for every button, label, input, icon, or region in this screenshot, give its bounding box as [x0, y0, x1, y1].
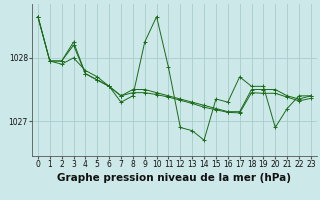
X-axis label: Graphe pression niveau de la mer (hPa): Graphe pression niveau de la mer (hPa): [57, 173, 292, 183]
